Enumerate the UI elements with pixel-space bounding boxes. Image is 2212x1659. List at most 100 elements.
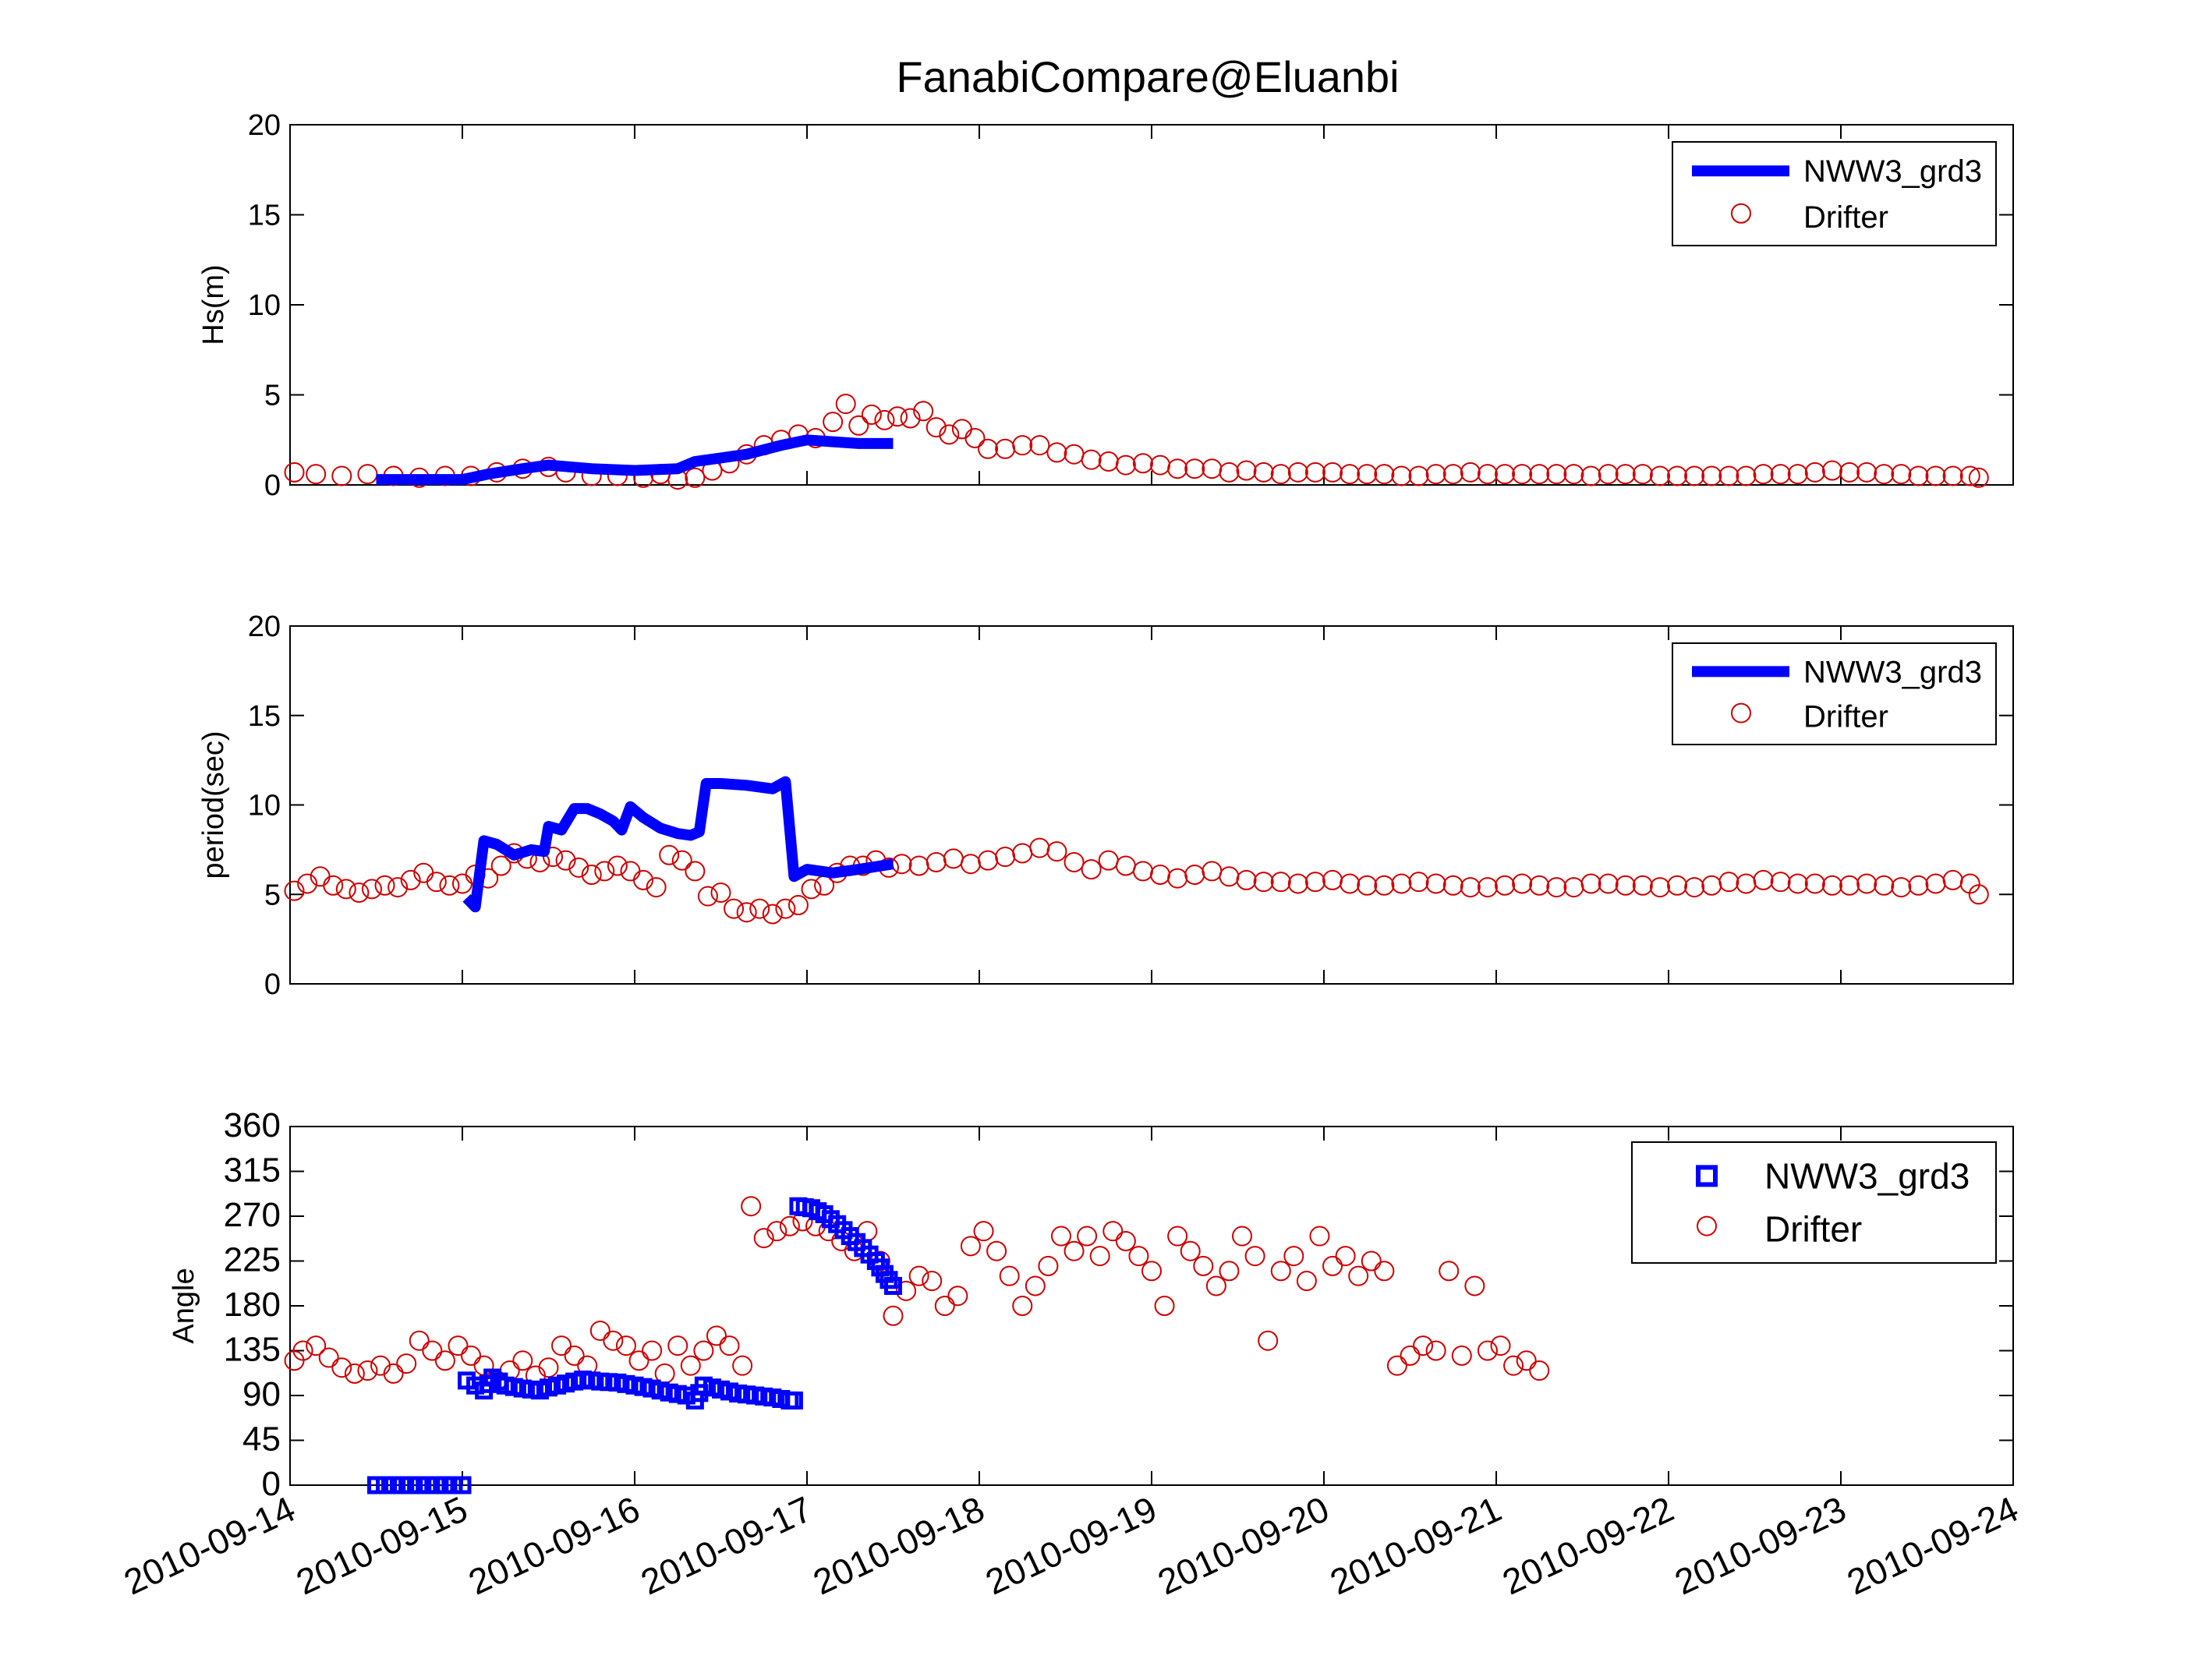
y-tick-label: 10 [248,790,281,822]
drifter-point [1141,1261,1162,1282]
drifter-point [1046,841,1067,862]
hs-panel: 0 5 10 15 20 Hs(m) NWW3_grd3 Drifter [197,109,2014,502]
drifter-point [1649,465,1670,486]
drifter-point [1770,872,1791,893]
drifter-point [922,1271,943,1292]
drifter-point [1490,1335,1511,1357]
drifter-point [1322,462,1343,483]
period-panel: 0 5 10 15 20 period(sec) NWW3_grd3 Drifter [197,610,2014,1001]
drifter-point [1529,1360,1550,1381]
drifter-point [926,417,947,438]
drifter-point [1050,1226,1071,1247]
drifter-point [589,1320,611,1341]
drifter-point [1529,875,1550,896]
drifter-point [1374,1261,1395,1282]
drifter-point [1667,875,1688,896]
drifter-point [1408,872,1429,893]
drifter-point [1874,875,1895,896]
drifter-point [779,1215,800,1236]
drifter-point [1193,1255,1214,1276]
drifter-point [736,902,757,923]
drifter-point [1649,877,1670,898]
drifter-point [1512,464,1533,485]
drifter-point [1503,1355,1524,1376]
drifter-point [1908,875,1929,896]
drifter-point [719,1335,740,1357]
drifter-point [1309,1226,1330,1247]
drifter-point [913,401,934,422]
drifter-point [1753,869,1774,890]
y-tick-label: 15 [248,200,281,232]
drifter-point [1012,435,1033,456]
drifter-point [1340,873,1361,894]
drifter-point [947,1286,968,1307]
drifter-point [1442,875,1463,896]
drifter-point [1287,462,1308,483]
drifter-point [848,415,869,436]
drifter-point [1529,464,1550,485]
y-tick-label: 5 [264,879,281,911]
drifter-point [361,879,382,900]
drifter-point [1891,464,1912,485]
drifter-point [1856,462,1878,483]
drifter-point [1580,465,1601,486]
drifter-point [1701,465,1722,486]
legend-nww3-swatch [1696,1165,1718,1187]
drifter-point [335,879,356,900]
drifter-point [1154,1296,1175,1316]
drifter-point [908,1265,929,1286]
angle-panel: 0 45 90 135 180 225 270 315 360 Angle NWW3_grd3 Dri… [168,1106,2014,1503]
nww3-point [453,1476,472,1495]
drifter-point [887,406,908,427]
drifter-point [706,1325,727,1346]
drifter-point [671,850,692,871]
drifter-point [1516,1350,1537,1371]
legend-nww3-label: NWW3_grd3 [1803,154,1982,189]
drifter-point [710,882,731,903]
legend-drifter-swatch [1697,1215,1717,1236]
legend-nww3-label: NWW3_grd3 [1803,655,1982,689]
drifter-point [1839,462,1860,483]
legend-drifter-label: Drifter [1803,200,1888,235]
drifter-point [1598,464,1619,485]
drifter-point [1236,869,1257,890]
drifter-point [603,1330,624,1351]
drifter-point [732,1355,753,1376]
drifter-point [1357,464,1378,485]
drifter-point [896,1280,917,1301]
legend: NWW3_grd3 Drifter [1672,141,1997,246]
drifter-point [512,1350,533,1371]
drifter-point [1495,875,1516,896]
drifter-point [1477,877,1498,898]
drifter-point [1684,465,1705,486]
y-axis-label: Hs(m) [197,264,230,345]
drifter-point [685,861,706,882]
drifter-point [1391,465,1412,486]
drifter-point [960,1236,981,1257]
y-tick-label: 15 [248,700,281,733]
drifter-point [1512,873,1533,894]
drifter-point [409,1330,430,1351]
drifter-point [1038,1255,1059,1276]
y-axis-label: Angle [168,1268,200,1343]
drifter-point [581,865,602,886]
drifter-point [1408,465,1429,486]
drifter-point [1736,465,1757,486]
drifter-point [331,465,352,486]
y-tick-label: 135 [224,1331,281,1369]
y-tick-label: 20 [248,610,281,643]
figure-title: FanabiCompare@Eluanbi [896,52,1399,101]
drifter-point [344,1363,365,1384]
drifter-point [1804,873,1825,894]
drifter-point [1460,462,1481,483]
drifter-point [964,427,986,448]
drifter-point [1115,1230,1136,1251]
drifter-point [1839,875,1860,896]
drifter-point [667,1335,688,1357]
drifter-point [564,1345,585,1366]
drifter-point [680,1355,701,1376]
drifter-point [1753,464,1774,485]
drifter-point [741,1196,762,1217]
drifter-point [1667,465,1688,486]
drifter-point [1787,464,1808,485]
